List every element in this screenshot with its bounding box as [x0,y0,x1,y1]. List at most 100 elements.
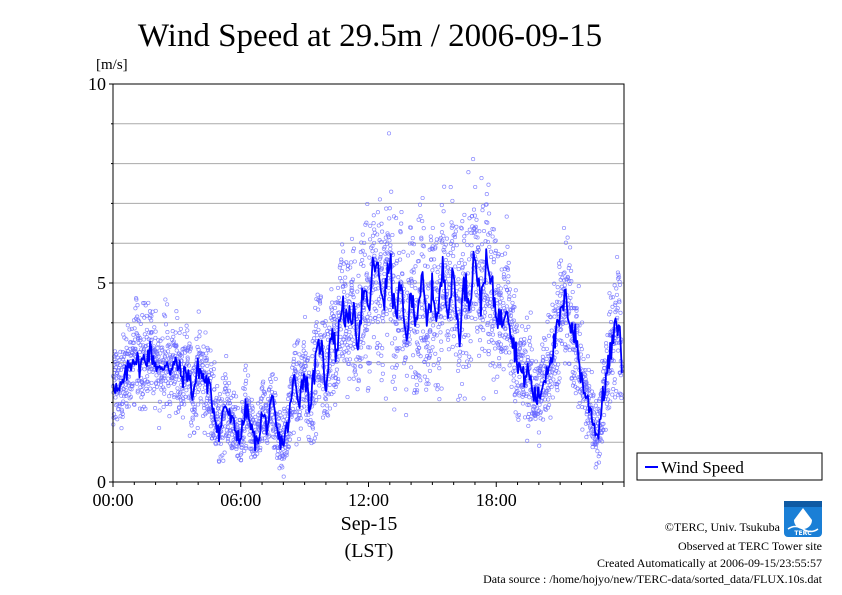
sample-point [364,220,369,225]
sample-point [124,404,129,409]
sample-point [395,348,400,353]
sample-point [483,310,488,315]
sample-point [260,381,265,386]
sample-point [259,438,265,443]
sample-point [157,399,162,404]
sample-point [135,388,140,393]
sample-point [577,400,582,406]
sample-point [433,383,438,388]
sample-point [214,395,219,400]
sample-point [362,240,367,245]
sample-point [537,443,542,448]
sample-point [563,345,568,350]
sample-point [177,330,182,335]
sample-point [571,380,576,385]
sample-point [474,228,479,233]
sample-point [603,427,608,432]
sample-point [124,337,129,342]
sample-point [486,182,491,187]
sample-point [543,407,549,412]
sample-point [380,371,385,376]
sample-point [136,378,141,383]
sample-point [293,350,298,355]
y-tick-label: 10 [88,74,106,94]
sample-point [574,313,579,318]
sample-point [511,373,516,378]
sample-point [333,384,338,390]
sample-point [457,354,462,359]
sample-point [450,198,455,203]
sample-point [345,395,350,400]
sample-point [446,252,451,257]
sample-point [334,371,339,376]
sample-point [518,342,523,347]
sample-point [585,418,590,423]
sample-point [225,392,230,397]
sample-point [361,332,366,337]
sample-point [430,225,435,231]
sample-point [334,367,339,372]
sample-point [608,399,613,404]
sample-point [389,189,394,194]
sample-point [459,381,465,387]
sample-point [456,267,461,272]
sample-point [336,376,341,382]
sample-point [275,448,281,453]
sample-point [444,236,449,241]
sample-point [331,390,336,395]
sample-point [547,402,552,408]
sample-point [131,332,136,337]
sample-point [560,275,565,280]
sample-point [282,409,287,414]
sample-point [378,252,383,257]
sample-point [533,410,538,415]
sample-point [443,242,448,247]
sample-point [432,264,437,269]
sample-point [433,245,438,250]
sample-point [372,240,377,245]
sample-point [421,329,426,334]
sample-point [349,236,355,241]
sample-point [385,231,390,236]
sample-point [499,296,504,301]
sample-point [579,347,584,352]
sample-point [174,343,179,349]
sample-point [480,204,485,209]
sample-point [604,341,609,346]
sample-point [337,265,342,270]
sample-point [425,362,431,367]
sample-point [163,378,168,383]
sample-point [493,238,498,243]
sample-point [456,368,461,373]
sample-point [472,213,477,218]
sample-point [377,343,382,348]
sample-point [398,257,403,262]
sample-point [246,401,252,406]
sample-point [177,405,182,411]
sample-point [413,330,418,335]
sample-point [219,397,225,402]
sample-point [156,342,161,347]
sample-point [565,275,570,280]
sample-point [436,361,441,366]
sample-point [502,276,507,281]
sample-point [581,356,586,362]
sample-point [386,233,391,238]
sample-point [605,333,610,338]
sample-point [399,210,404,215]
sample-point [262,391,267,396]
sample-point [345,263,351,268]
sample-point [217,392,222,397]
sample-point [440,222,445,227]
sample-point [377,197,382,202]
sample-point [613,302,618,307]
sample-point [359,240,364,245]
sample-point [199,355,204,360]
sample-point [503,284,508,289]
sample-point [239,445,244,450]
sample-point [559,327,564,332]
sample-point [466,333,471,338]
sample-point [556,362,561,367]
credit-observed: Observed at TERC Tower site [678,539,822,553]
sample-point [379,240,384,245]
